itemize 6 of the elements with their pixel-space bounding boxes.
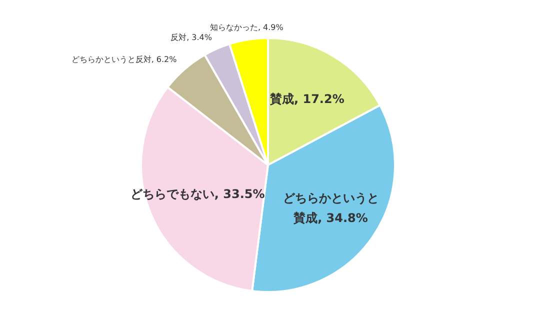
slice-label: どちらかというと賛成, 34.8% (282, 190, 380, 228)
slice-label: どちらかというと反対, 6.2% (71, 54, 177, 66)
slice-label: 賛成, 17.2% (270, 91, 344, 108)
slice-label: 反対, 3.4% (170, 32, 212, 44)
slice-label: 知らなかった, 4.9% (210, 22, 284, 34)
slice-label: どちらでもない, 33.5% (130, 186, 265, 203)
